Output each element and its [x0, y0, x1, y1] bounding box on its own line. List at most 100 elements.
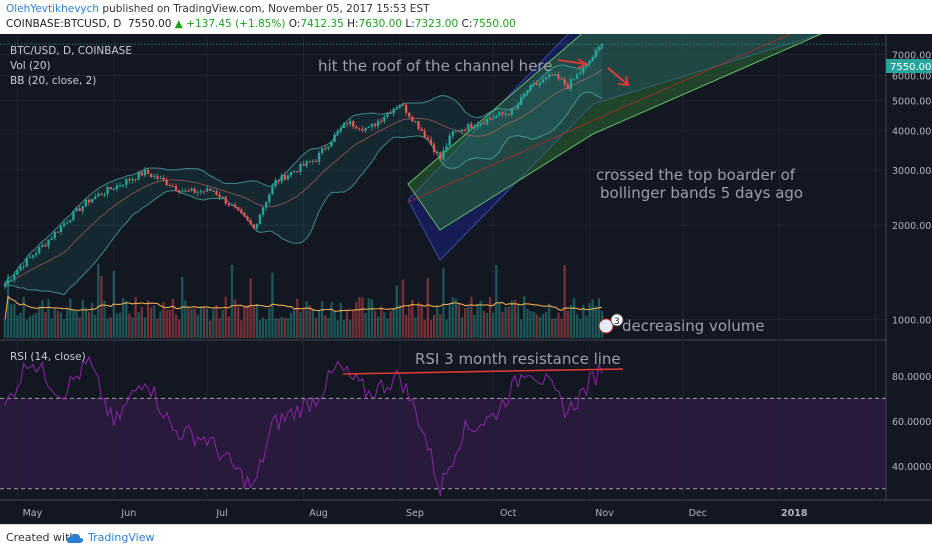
volume-bar [423, 320, 426, 338]
created-with: Created with [6, 531, 77, 544]
volume-bar [16, 315, 19, 338]
candle-body [165, 179, 168, 186]
volume-bar [187, 307, 190, 338]
candle-body [541, 79, 545, 83]
candle-body [87, 199, 91, 203]
candle-body [342, 123, 346, 128]
symbol-label: COINBASE:BTCUSD, D [6, 18, 122, 30]
legend-volume: Vol (20) [10, 60, 51, 72]
volume-bar [551, 318, 554, 338]
tradingview-link[interactable]: TradingView [88, 531, 155, 544]
chart-svg[interactable]: 1000.00 2000.00 3000.00 4000.00 5000.00 6000.… [0, 34, 932, 524]
volume-bar [143, 317, 147, 338]
time-tick-label: Jul [215, 508, 227, 519]
candle-body [184, 190, 187, 192]
volume-bar [473, 314, 476, 338]
candle-body [520, 96, 523, 105]
volume-bar [6, 274, 10, 338]
volume-bar [370, 299, 374, 338]
volume-bar [293, 309, 296, 338]
candle-body [414, 121, 417, 123]
volume-bar [78, 317, 81, 338]
author-link[interactable]: OlehYevtikhevych [6, 3, 100, 15]
candle-body [460, 129, 464, 132]
volume-bar [209, 320, 212, 338]
candle-body [507, 113, 510, 115]
volume-bar [168, 309, 171, 338]
candle-body [352, 121, 355, 127]
volume-bar [541, 313, 545, 338]
volume-bar [392, 307, 395, 338]
volume-bar [106, 318, 109, 338]
volume-bar [218, 318, 221, 338]
rsi-resistance-line [342, 368, 624, 375]
candle-body [383, 116, 386, 122]
volume-bar [594, 306, 597, 338]
candle-body [22, 266, 25, 268]
chart-area[interactable]: 1000.00 2000.00 3000.00 4000.00 5000.00 6000.… [0, 34, 932, 524]
candle-body [227, 203, 231, 206]
volume-bar [579, 318, 582, 338]
candle-body [488, 118, 492, 120]
volume-bar [122, 297, 125, 338]
volume-bar [488, 297, 492, 338]
volume-bar [535, 314, 538, 338]
candle-body [470, 123, 473, 128]
volume-ma-line [4, 295, 603, 320]
price-change: +137.45 (+1.85%) [186, 18, 286, 30]
candle-body [355, 126, 358, 129]
volume-bar [22, 296, 25, 338]
close-value: 7550.00 [472, 18, 516, 30]
volume-bar [25, 319, 28, 338]
candle-body [498, 112, 501, 116]
candle-body [106, 187, 109, 195]
volume-bar [336, 320, 339, 338]
candle-body [187, 190, 190, 192]
candle-body [591, 57, 594, 62]
candle-body [159, 177, 162, 179]
volume-bar [526, 309, 529, 338]
volume-bar [81, 299, 84, 338]
volume-bar [566, 310, 569, 338]
candle-body [28, 256, 32, 259]
candle-body [585, 63, 588, 68]
time-tick-label: Aug [309, 508, 328, 519]
candle-body [268, 194, 271, 202]
bollinger-bands [4, 46, 603, 296]
volume-bar [389, 311, 392, 338]
candle-body [398, 104, 402, 108]
volume-bar [125, 301, 128, 338]
candle-body [492, 118, 495, 120]
candle-body [529, 84, 532, 91]
volume-bar [181, 277, 184, 338]
candle-body [420, 128, 423, 132]
candle-body [392, 108, 395, 114]
candle-body [293, 171, 296, 173]
volume-bar [445, 319, 448, 338]
candle-body [411, 116, 414, 122]
candle-body [265, 201, 268, 208]
price-tick-label: 3000.00 [892, 166, 931, 177]
rsi-pane [0, 355, 886, 496]
event-badge[interactable]: 3 [598, 313, 624, 334]
candle-body [551, 74, 554, 76]
candle-body [202, 191, 206, 193]
candle-body [339, 127, 342, 132]
volume-bar [547, 303, 551, 338]
candle-body [53, 231, 56, 239]
volume-bar [47, 298, 50, 338]
candle-body [439, 152, 442, 160]
volume-bar [94, 314, 97, 338]
arrow-to-roof [557, 59, 586, 65]
candle-body [44, 245, 47, 247]
candle-body [327, 146, 330, 149]
channel-midline [407, 34, 791, 203]
candle-body [277, 180, 280, 182]
candle-body [588, 61, 591, 64]
candle-body [19, 266, 22, 271]
candle-body [535, 83, 538, 85]
volume-bar [34, 313, 38, 338]
volume-bar [19, 312, 22, 338]
volume-bar [321, 301, 324, 338]
candle-body [34, 253, 38, 256]
